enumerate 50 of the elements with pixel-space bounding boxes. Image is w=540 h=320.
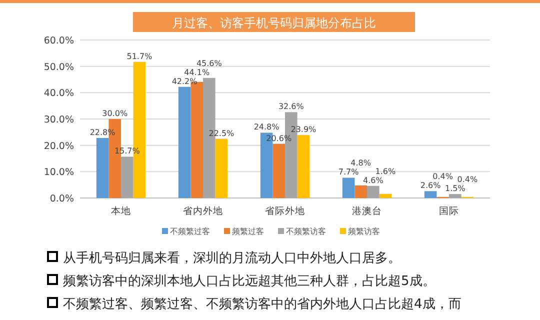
text: 从手机号码归属来看，深圳的月流动人口中外地人口居多。 — [63, 250, 401, 266]
y-tick-label: 50.0% — [44, 62, 74, 73]
data-label: 2.6% — [420, 181, 442, 190]
y-tick-label: 40.0% — [44, 88, 74, 100]
x-tick-label: 港澳台 — [352, 205, 382, 217]
bar — [178, 86, 191, 198]
bar — [272, 144, 285, 198]
data-label: 51.7% — [126, 52, 153, 61]
data-label: 45.6% — [196, 58, 222, 68]
data-label: 44.1% — [184, 68, 210, 77]
bar — [367, 186, 380, 198]
legend-label: 不频繁过客 — [170, 227, 210, 236]
data-label: 1.5% — [444, 184, 466, 194]
data-label: 4.8% — [350, 158, 372, 168]
data-label: 0.4% — [432, 172, 454, 182]
legend-label: 频繁过客 — [232, 227, 264, 236]
data-label: 32.6% — [278, 102, 304, 112]
y-tick-label: 20.0% — [44, 140, 74, 152]
bar — [379, 194, 392, 198]
legend-label: 频繁访客 — [348, 227, 380, 236]
y-tick-label: 10.0% — [44, 167, 74, 178]
data-label: 1.6% — [375, 166, 396, 176]
data-label: 22.5% — [208, 128, 235, 138]
data-label: 0.4% — [457, 175, 478, 184]
bar — [449, 194, 462, 198]
bar — [297, 135, 310, 198]
data-label: 30.0% — [102, 109, 128, 118]
bar — [96, 138, 109, 198]
x-tick-label: 本地 — [111, 205, 131, 217]
data-label: 20.6% — [266, 134, 292, 143]
data-label: 24.8% — [254, 122, 280, 132]
bar — [424, 191, 437, 198]
y-tick-label: 60.0% — [44, 36, 74, 46]
x-tick-label: 省际外地 — [265, 205, 305, 217]
data-label: 23.9% — [290, 124, 317, 134]
text: 频繁访客中的深圳本地人口占比远超其他三种人群，占比超5成。 — [63, 273, 436, 289]
chart-title: 月过客、访客手机号码归属地分布占比 — [172, 16, 376, 30]
bar — [342, 178, 355, 198]
text: 不频繁过客、频繁过客、不频繁访客中的省内外地人口占比超4成，而 — [63, 296, 462, 312]
y-tick-label: 0.0% — [50, 194, 74, 204]
data-label: 7.7% — [338, 168, 360, 177]
bar — [215, 138, 228, 198]
bar — [121, 156, 134, 198]
data-label: 4.6% — [362, 176, 384, 185]
bar — [354, 185, 367, 198]
x-tick-label: 省内外地 — [183, 205, 223, 217]
legend-label: 不频繁访客 — [286, 227, 326, 236]
x-tick-label: 国际 — [439, 206, 459, 217]
data-label: 42.2% — [172, 76, 198, 86]
y-tick-label: 30.0% — [44, 114, 74, 126]
